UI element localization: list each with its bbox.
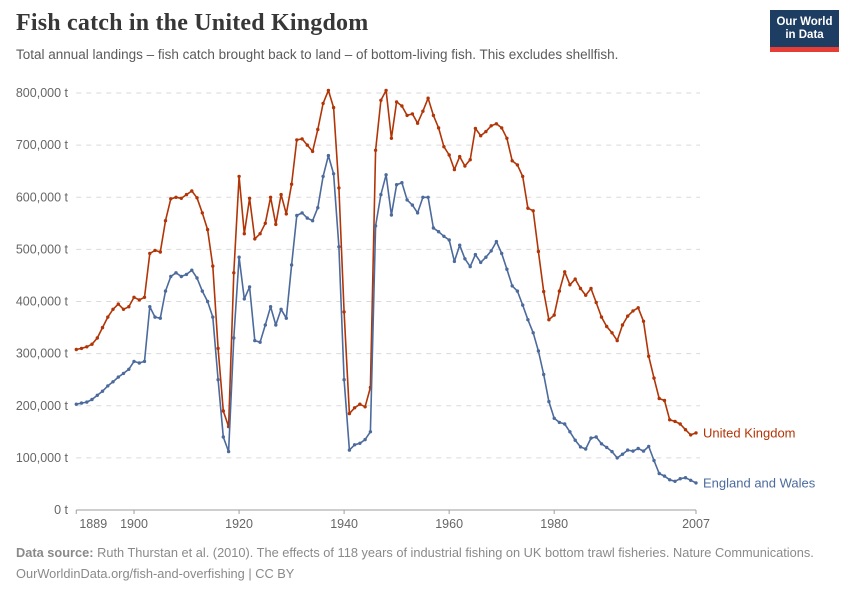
- svg-text:1920: 1920: [225, 517, 253, 531]
- data-source-line: Data source: Ruth Thurstan et al. (2010)…: [16, 542, 836, 563]
- svg-text:0 t: 0 t: [54, 503, 68, 517]
- owid-link-line[interactable]: OurWorldinData.org/fish-and-overfishing …: [16, 566, 295, 581]
- svg-text:300,000 t: 300,000 t: [16, 347, 69, 361]
- svg-text:500,000 t: 500,000 t: [16, 242, 69, 256]
- svg-text:1940: 1940: [330, 517, 358, 531]
- chart-subtitle: Total annual landings – fish catch broug…: [16, 47, 619, 62]
- owid-logo-line1: Our World: [776, 15, 833, 28]
- data-source-text: Ruth Thurstan et al. (2010). The effects…: [97, 545, 814, 560]
- owid-logo[interactable]: Our World in Data: [770, 10, 839, 52]
- svg-text:800,000 t: 800,000 t: [16, 86, 69, 100]
- legend-england-and-wales[interactable]: England and Wales: [703, 475, 816, 490]
- page-title: Fish catch in the United Kingdom: [16, 10, 369, 36]
- svg-text:100,000 t: 100,000 t: [16, 451, 69, 465]
- svg-text:1960: 1960: [435, 517, 463, 531]
- data-source-label: Data source:: [16, 545, 94, 560]
- svg-text:1980: 1980: [540, 517, 568, 531]
- svg-text:600,000 t: 600,000 t: [16, 190, 69, 204]
- data-series[interactable]: [74, 88, 698, 485]
- svg-text:200,000 t: 200,000 t: [16, 399, 69, 413]
- legend-united-kingdom[interactable]: United Kingdom: [703, 425, 796, 440]
- axes: 0 t 100,000 t 200,000 t 300,000 t 400,000 t 5…: [16, 86, 710, 531]
- svg-text:400,000 t: 400,000 t: [16, 295, 69, 309]
- svg-text:1889: 1889: [79, 517, 107, 531]
- svg-text:700,000 t: 700,000 t: [16, 138, 69, 152]
- svg-text:2007: 2007: [682, 517, 710, 531]
- chart-header: Fish catch in the United Kingdom Total a…: [16, 10, 756, 64]
- chart-footer: Data source: Ruth Thurstan et al. (2010)…: [16, 542, 836, 584]
- svg-text:1900: 1900: [120, 517, 148, 531]
- owid-logo-line2: in Data: [785, 28, 824, 41]
